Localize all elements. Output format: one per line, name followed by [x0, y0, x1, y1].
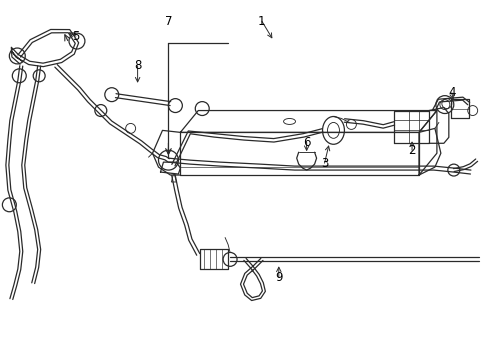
Text: 2: 2 — [407, 144, 415, 157]
Text: 9: 9 — [274, 271, 282, 284]
Text: 5: 5 — [72, 30, 80, 42]
Text: 3: 3 — [320, 157, 327, 170]
Text: 7: 7 — [164, 15, 172, 28]
Text: 4: 4 — [447, 86, 455, 99]
Text: 8: 8 — [134, 59, 141, 72]
Text: 6: 6 — [302, 136, 310, 149]
Text: 1: 1 — [258, 15, 265, 28]
